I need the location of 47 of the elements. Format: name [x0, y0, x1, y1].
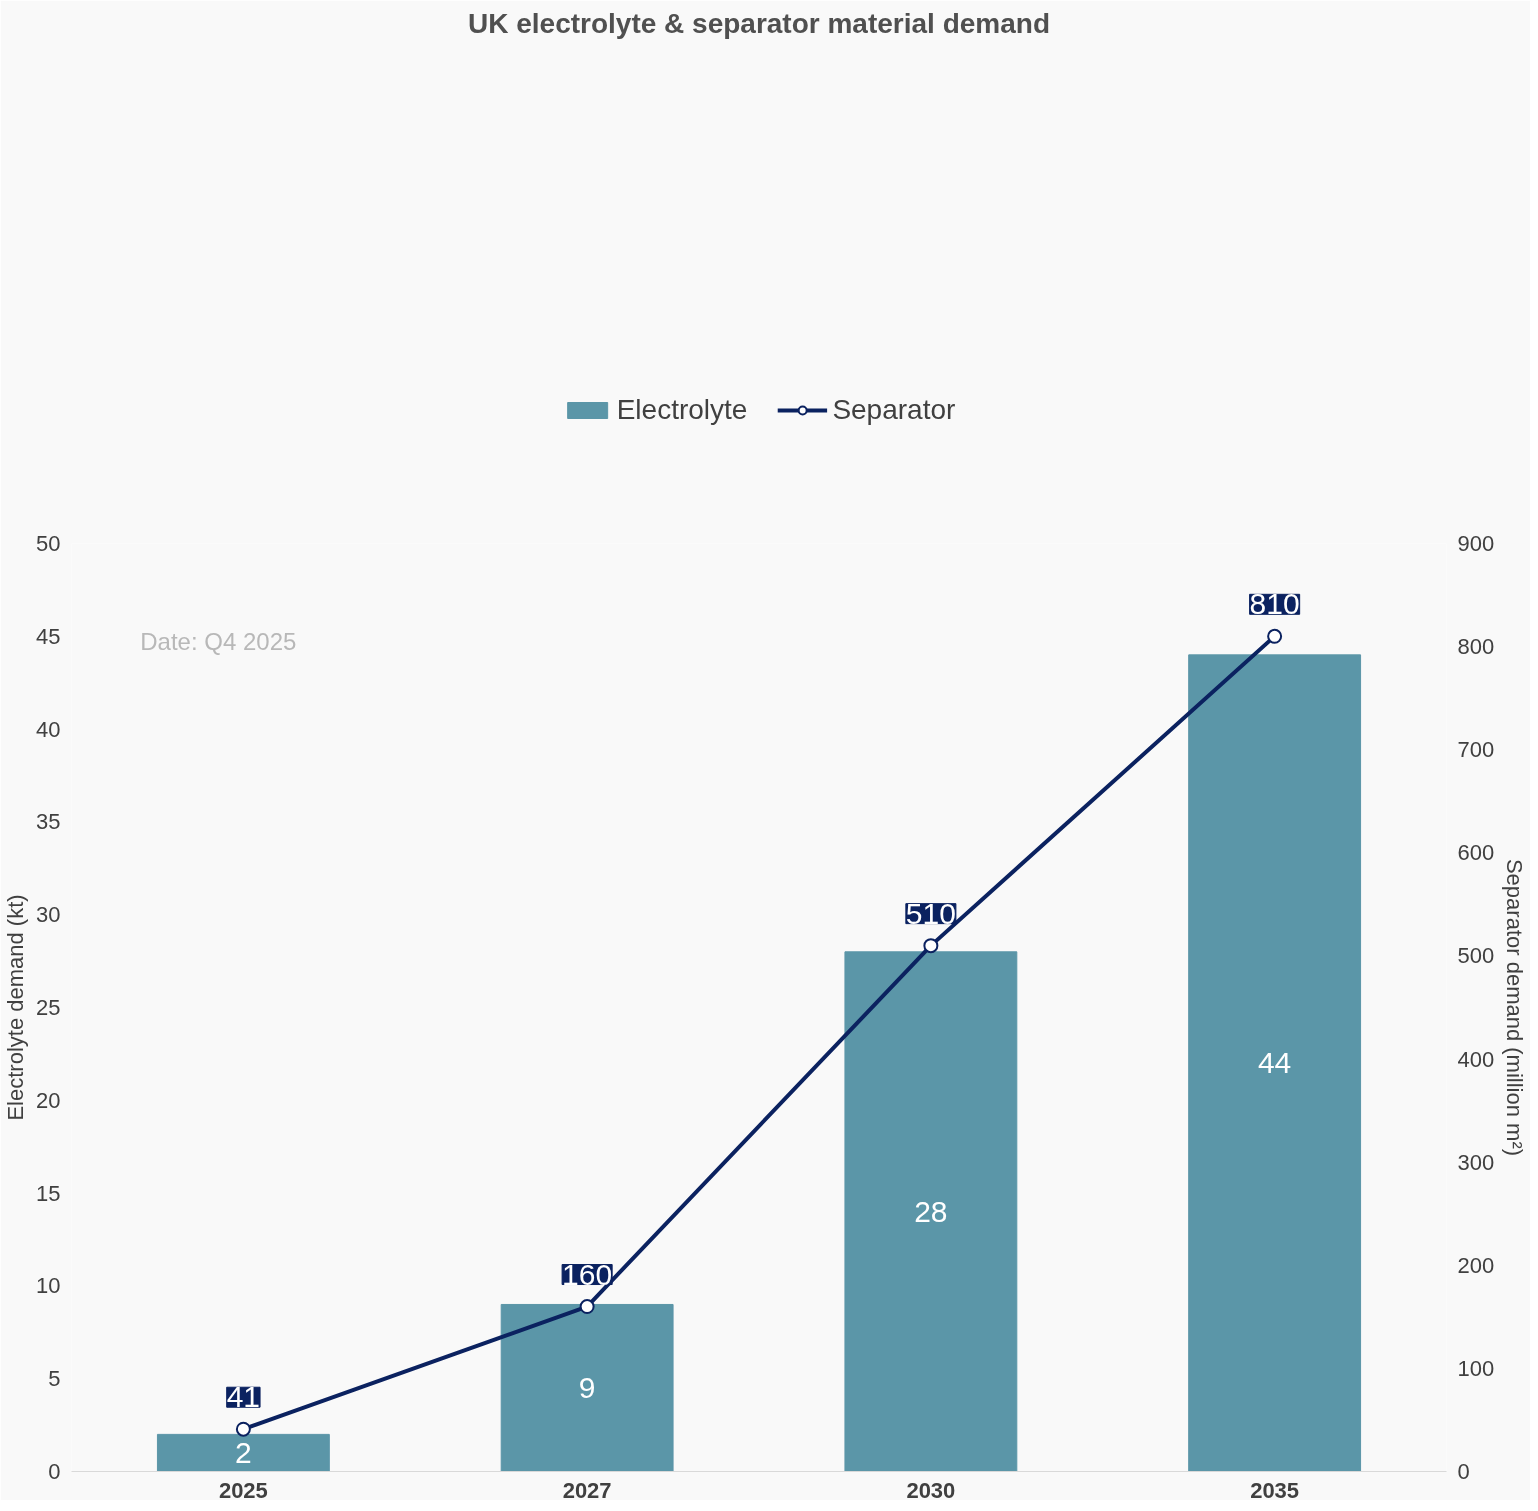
data-label: 2: [235, 1435, 252, 1469]
y-tick-label: 10: [36, 1273, 61, 1299]
legend-label: Separator: [832, 394, 956, 426]
y2-tick-label: 600: [1457, 840, 1495, 866]
bar: [156, 1433, 330, 1472]
y-tick-label: 30: [36, 902, 61, 928]
bar: [500, 1303, 674, 1472]
x-tick-label: 2027: [562, 1477, 612, 1503]
y2-tick-label: 800: [1457, 634, 1495, 660]
bar: [844, 951, 1018, 1472]
y-tick-label: 0: [48, 1459, 61, 1484]
y-tick-label: 50: [36, 531, 61, 556]
y2-tick-label: 100: [1457, 1355, 1495, 1381]
y-tick-label: 45: [36, 623, 61, 649]
y2-tick-label: 900: [1457, 531, 1495, 556]
point: [579, 1299, 595, 1315]
x-tick-label: 2025: [218, 1477, 268, 1503]
x-tick-label: 2030: [906, 1477, 956, 1503]
y2-tick-label: 0: [1457, 1459, 1470, 1484]
y2-axis-title: Separator demand (million m²): [1502, 858, 1528, 1157]
data-label: 28: [914, 1194, 948, 1228]
data-label: 44: [1257, 1046, 1292, 1080]
y2-tick-label: 500: [1457, 943, 1495, 969]
y-tick-label: 35: [36, 809, 61, 835]
data-label: 510: [905, 896, 956, 930]
chart-title: UK electrolyte & separator material demand: [468, 7, 1050, 39]
x-tick-label: 2035: [1250, 1477, 1300, 1503]
annotation: Date: Q4 2025: [140, 627, 297, 655]
y-axis-title: Electrolyte demand (kt): [3, 894, 29, 1121]
y2-tick-label: 300: [1457, 1149, 1495, 1175]
y2-tick-label: 400: [1457, 1046, 1495, 1072]
y-tick-label: 20: [36, 1087, 61, 1113]
y2-tick-label: 200: [1457, 1252, 1495, 1278]
y-tick-label: 15: [36, 1180, 61, 1206]
legend-label: Electrolyte: [616, 394, 748, 426]
y-tick-label: 25: [36, 995, 61, 1020]
point: [235, 1421, 251, 1437]
y-tick-label: 5: [48, 1366, 61, 1392]
data-label: 810: [1249, 587, 1300, 621]
point: [923, 938, 939, 954]
data-label: 160: [562, 1257, 613, 1291]
point: [1267, 628, 1283, 644]
y-tick-label: 40: [36, 716, 61, 742]
data-label: 41: [226, 1380, 261, 1414]
data-label: 9: [578, 1370, 596, 1404]
bar: [1188, 654, 1362, 1472]
y2-tick-label: 700: [1457, 737, 1495, 763]
